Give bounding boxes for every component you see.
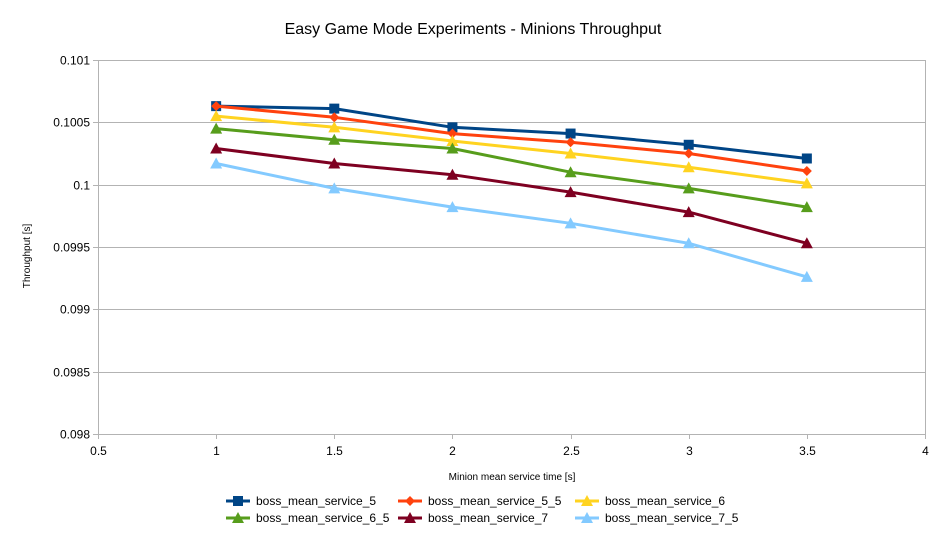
axes xyxy=(93,60,926,439)
data-point xyxy=(682,237,695,249)
legend-marker xyxy=(405,496,415,506)
series-boss_mean_service_7_5 xyxy=(210,157,813,282)
data-point xyxy=(564,186,577,198)
series-line xyxy=(215,114,808,185)
x-tick-label: 1 xyxy=(213,444,220,458)
series-line xyxy=(215,127,808,209)
data-point xyxy=(682,182,695,194)
y-tick-label: 0.0995 xyxy=(53,241,90,255)
legend-item: boss_mean_service_5 xyxy=(226,494,376,508)
data-point xyxy=(801,165,812,176)
y-tick-label: 0.1005 xyxy=(53,116,90,130)
data-point xyxy=(446,168,459,180)
series-line xyxy=(215,147,808,245)
data-point xyxy=(800,177,813,189)
data-point xyxy=(210,142,223,154)
y-axis-title: Throughput [s] xyxy=(22,224,33,289)
legend-label: boss_mean_service_6 xyxy=(605,494,725,508)
data-point xyxy=(446,135,459,147)
data-point xyxy=(564,147,577,159)
data-point xyxy=(565,137,576,148)
x-tick-label: 1.5 xyxy=(326,444,343,458)
legend-label: boss_mean_service_5 xyxy=(256,494,376,508)
x-tick-label: 3.5 xyxy=(799,444,816,458)
legend-marker xyxy=(581,512,593,523)
data-point xyxy=(329,112,340,123)
legend-label: boss_mean_service_7 xyxy=(428,511,548,525)
legend-label: boss_mean_service_6_5 xyxy=(256,511,390,525)
series-line xyxy=(216,104,808,160)
x-tick-label: 3 xyxy=(686,444,693,458)
series-line xyxy=(215,162,808,279)
legend-marker xyxy=(581,495,593,506)
legend-item: boss_mean_service_7 xyxy=(398,511,548,525)
data-point xyxy=(564,166,577,178)
data-point xyxy=(210,157,223,169)
x-tick-label: 0.5 xyxy=(90,444,107,458)
data-point xyxy=(446,201,459,213)
data-point xyxy=(446,142,459,154)
series-boss_mean_service_7 xyxy=(210,142,813,249)
x-tick-label: 2.5 xyxy=(563,444,580,458)
data-point xyxy=(800,237,813,249)
y-tick-label: 0.099 xyxy=(60,303,90,317)
y-tick-label: 0.0985 xyxy=(53,366,90,380)
chart-title: Easy Game Mode Experiments - Minions Thr… xyxy=(285,21,662,38)
series-boss_mean_service_5_5 xyxy=(211,101,812,176)
series-group xyxy=(210,101,813,282)
data-point xyxy=(328,133,341,145)
series-boss_mean_service_6 xyxy=(210,110,813,189)
series-boss_mean_service_6_5 xyxy=(210,122,813,213)
legend-marker xyxy=(232,512,244,523)
data-point xyxy=(447,122,458,133)
x-tick-label: 4 xyxy=(922,444,929,458)
legend-item: boss_mean_service_6_5 xyxy=(226,511,390,525)
legend-marker xyxy=(404,512,416,523)
x-tick-label: 2 xyxy=(449,444,456,458)
y-tick-label: 0.1 xyxy=(73,179,90,193)
data-point xyxy=(328,157,341,169)
data-point xyxy=(211,101,222,112)
data-point xyxy=(800,201,813,213)
series-line xyxy=(215,104,808,173)
y-tick-label: 0.098 xyxy=(60,428,90,442)
data-point xyxy=(682,206,695,218)
data-point xyxy=(683,139,694,150)
gridlines xyxy=(98,60,925,435)
legend-marker xyxy=(233,496,243,506)
data-point xyxy=(329,103,340,114)
data-point xyxy=(210,110,223,122)
data-point xyxy=(565,128,576,139)
data-point xyxy=(800,270,813,282)
data-point xyxy=(564,217,577,229)
data-point xyxy=(328,182,341,194)
legend: boss_mean_service_5 boss_mean_service_5_5… xyxy=(226,494,739,525)
y-tick-label: 0.101 xyxy=(60,54,90,68)
series-boss_mean_service_5 xyxy=(211,101,812,164)
data-point xyxy=(328,121,341,133)
legend-label: boss_mean_service_5_5 xyxy=(428,494,562,508)
data-point xyxy=(683,148,694,159)
legend-label: boss_mean_service_7_5 xyxy=(605,511,739,525)
legend-item: boss_mean_service_7_5 xyxy=(575,511,739,525)
data-point xyxy=(447,128,458,139)
data-point xyxy=(210,122,223,134)
legend-item: boss_mean_service_5_5 xyxy=(398,494,562,508)
data-point xyxy=(682,161,695,173)
y-tick-labels: 0.098 0.0985 0.099 0.0995 0.1 0.1005 0.101 xyxy=(53,54,90,442)
x-axis-title: Minion mean service time [s] xyxy=(449,472,576,483)
x-tick-labels: 0.5 1 1.5 2 2.5 3 3.5 4 xyxy=(90,444,929,458)
data-point xyxy=(801,153,812,164)
legend-item: boss_mean_service_6 xyxy=(575,494,725,508)
